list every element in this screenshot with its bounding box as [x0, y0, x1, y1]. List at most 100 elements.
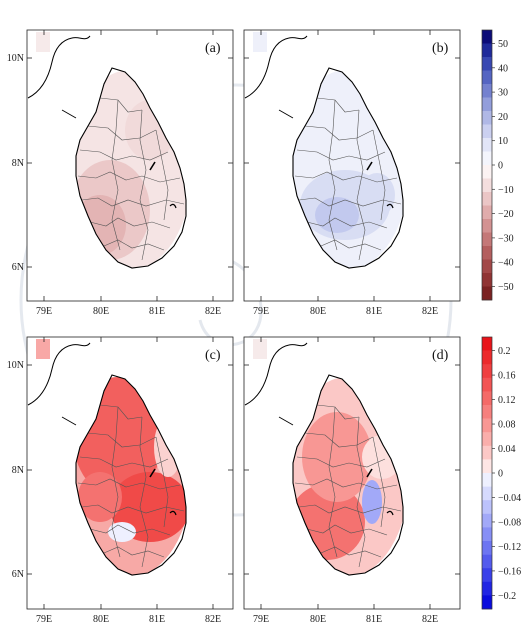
panel-c: (c) 10N 8N 6N 79E 80E 81E 82E	[7, 336, 234, 625]
lon-label: 82E	[205, 614, 221, 625]
colorbar-bottom-swatch	[482, 391, 492, 406]
colorbar-top-label: 10	[498, 136, 508, 147]
adams-bridge	[278, 416, 294, 426]
district-line	[306, 524, 388, 536]
colorbar-bottom-label: −0.04	[498, 493, 521, 504]
district-line	[155, 129, 169, 221]
district-line	[99, 404, 143, 420]
district-boundaries	[77, 404, 185, 568]
district-line	[328, 406, 338, 558]
colorbar-bottom-swatch	[482, 500, 492, 515]
colorbar-bottom-label: 0.04	[498, 444, 516, 455]
district-line	[316, 404, 360, 420]
colorbar-bottom-label: 0.12	[498, 395, 516, 406]
district-line	[356, 109, 366, 261]
colorbar-top-label: 20	[498, 112, 508, 123]
colorbar-top-swatch	[482, 178, 492, 193]
colorbar-top-swatch	[482, 246, 492, 260]
colorbar-top-swatch	[482, 286, 492, 301]
lat-label: 8N	[12, 158, 24, 169]
colorbar-bottom-swatch	[482, 473, 492, 487]
district-line	[298, 197, 402, 207]
colorbar-bottom-swatch	[482, 554, 492, 569]
colorbar-bottom-label: −0.12	[498, 542, 521, 553]
colorbar-top-swatch	[482, 111, 492, 125]
colorbar-top-swatch	[482, 30, 492, 44]
panel-a: (a) 10N 8N 6N 79E 80E 81E 82E	[7, 29, 234, 317]
lon-label: 80E	[93, 306, 109, 317]
lon-label: 80E	[310, 306, 326, 317]
district-line	[294, 478, 398, 490]
district-line	[139, 109, 149, 261]
district-line	[316, 97, 360, 113]
panel-d-frame	[243, 336, 461, 610]
lon-label: 79E	[253, 306, 269, 317]
colorbar-bottom: 0.2 0.16 0.12 0.08 0.04 0 −0.04 −0.08 −0.12 −0.16…	[481, 336, 521, 610]
lon-label: 79E	[253, 614, 269, 625]
mainland-coast	[244, 35, 308, 99]
district-line	[77, 478, 181, 490]
mainland-coast	[244, 342, 308, 406]
shade-blob	[359, 173, 395, 217]
district-line	[296, 149, 386, 161]
district-line	[79, 149, 169, 161]
lake-mark	[386, 510, 394, 516]
lat-label: 10N	[7, 53, 24, 64]
panel-b-frame	[243, 29, 461, 302]
corner-cell	[36, 339, 50, 359]
district-line	[87, 432, 157, 448]
colorbar-bottom-swatch	[482, 405, 492, 419]
lake-mark	[386, 203, 394, 209]
colorbar-top-swatch	[482, 57, 492, 71]
panel-b-label: (b)	[432, 41, 449, 56]
district-line	[77, 171, 181, 183]
colorbar-top-swatch	[482, 138, 492, 152]
lon-label: 81E	[149, 614, 165, 625]
colorbar-bottom-label: −0.16	[498, 566, 521, 577]
district-line	[304, 432, 374, 448]
colorbar-bottom-swatch	[482, 377, 492, 392]
colorbar-top-swatch	[482, 273, 492, 287]
colorbar-bottom-swatch	[482, 595, 492, 610]
district-line	[304, 125, 374, 141]
district-boundaries	[294, 404, 402, 568]
district-line	[372, 129, 386, 221]
colorbar-bottom-swatch	[482, 527, 492, 542]
district-line	[320, 239, 382, 251]
lake-mark	[149, 468, 156, 478]
colorbar-top-label: −50	[498, 282, 514, 293]
colorbar-top-swatch	[482, 97, 492, 112]
colorbar-top-label: 30	[498, 88, 508, 99]
lon-label: 79E	[36, 306, 52, 317]
colorbar-top-swatch	[482, 205, 492, 220]
colorbar-bottom-label: −0.2	[498, 591, 516, 602]
district-line	[79, 456, 169, 468]
panel-b-ticks	[244, 30, 460, 301]
district-boundaries	[77, 97, 185, 261]
colorbar-bottom-swatch	[482, 337, 492, 351]
corner-cell	[253, 32, 267, 52]
lon-label: 80E	[93, 614, 109, 625]
colorbar-top-label: 0	[498, 161, 503, 172]
colorbar-bottom-label: −0.08	[498, 517, 521, 528]
lon-label: 81E	[366, 306, 382, 317]
district-line	[320, 546, 382, 558]
colorbar-top-label: −20	[498, 209, 514, 220]
colorbar-bottom-swatch	[482, 364, 492, 379]
colorbar-bottom-swatch	[482, 486, 492, 501]
colorbar-bottom-label: 0.08	[498, 420, 516, 431]
district-line	[294, 171, 398, 183]
lake-mark	[366, 468, 373, 478]
district-line	[81, 504, 185, 514]
district-line	[298, 504, 402, 514]
corner-cell	[36, 32, 50, 52]
colorbar-bottom-label: 0.2	[498, 346, 511, 357]
district-line	[372, 436, 386, 528]
district-line	[81, 197, 185, 207]
lat-label: 6N	[12, 262, 24, 273]
colorbar-top-swatch	[482, 219, 492, 233]
panel-d: (d) 79E 80E 81E 82E	[243, 336, 461, 625]
colorbar-bottom-label: 0.16	[498, 371, 516, 382]
panel-c-ticks	[27, 337, 233, 609]
panel-c-frame	[26, 336, 234, 610]
